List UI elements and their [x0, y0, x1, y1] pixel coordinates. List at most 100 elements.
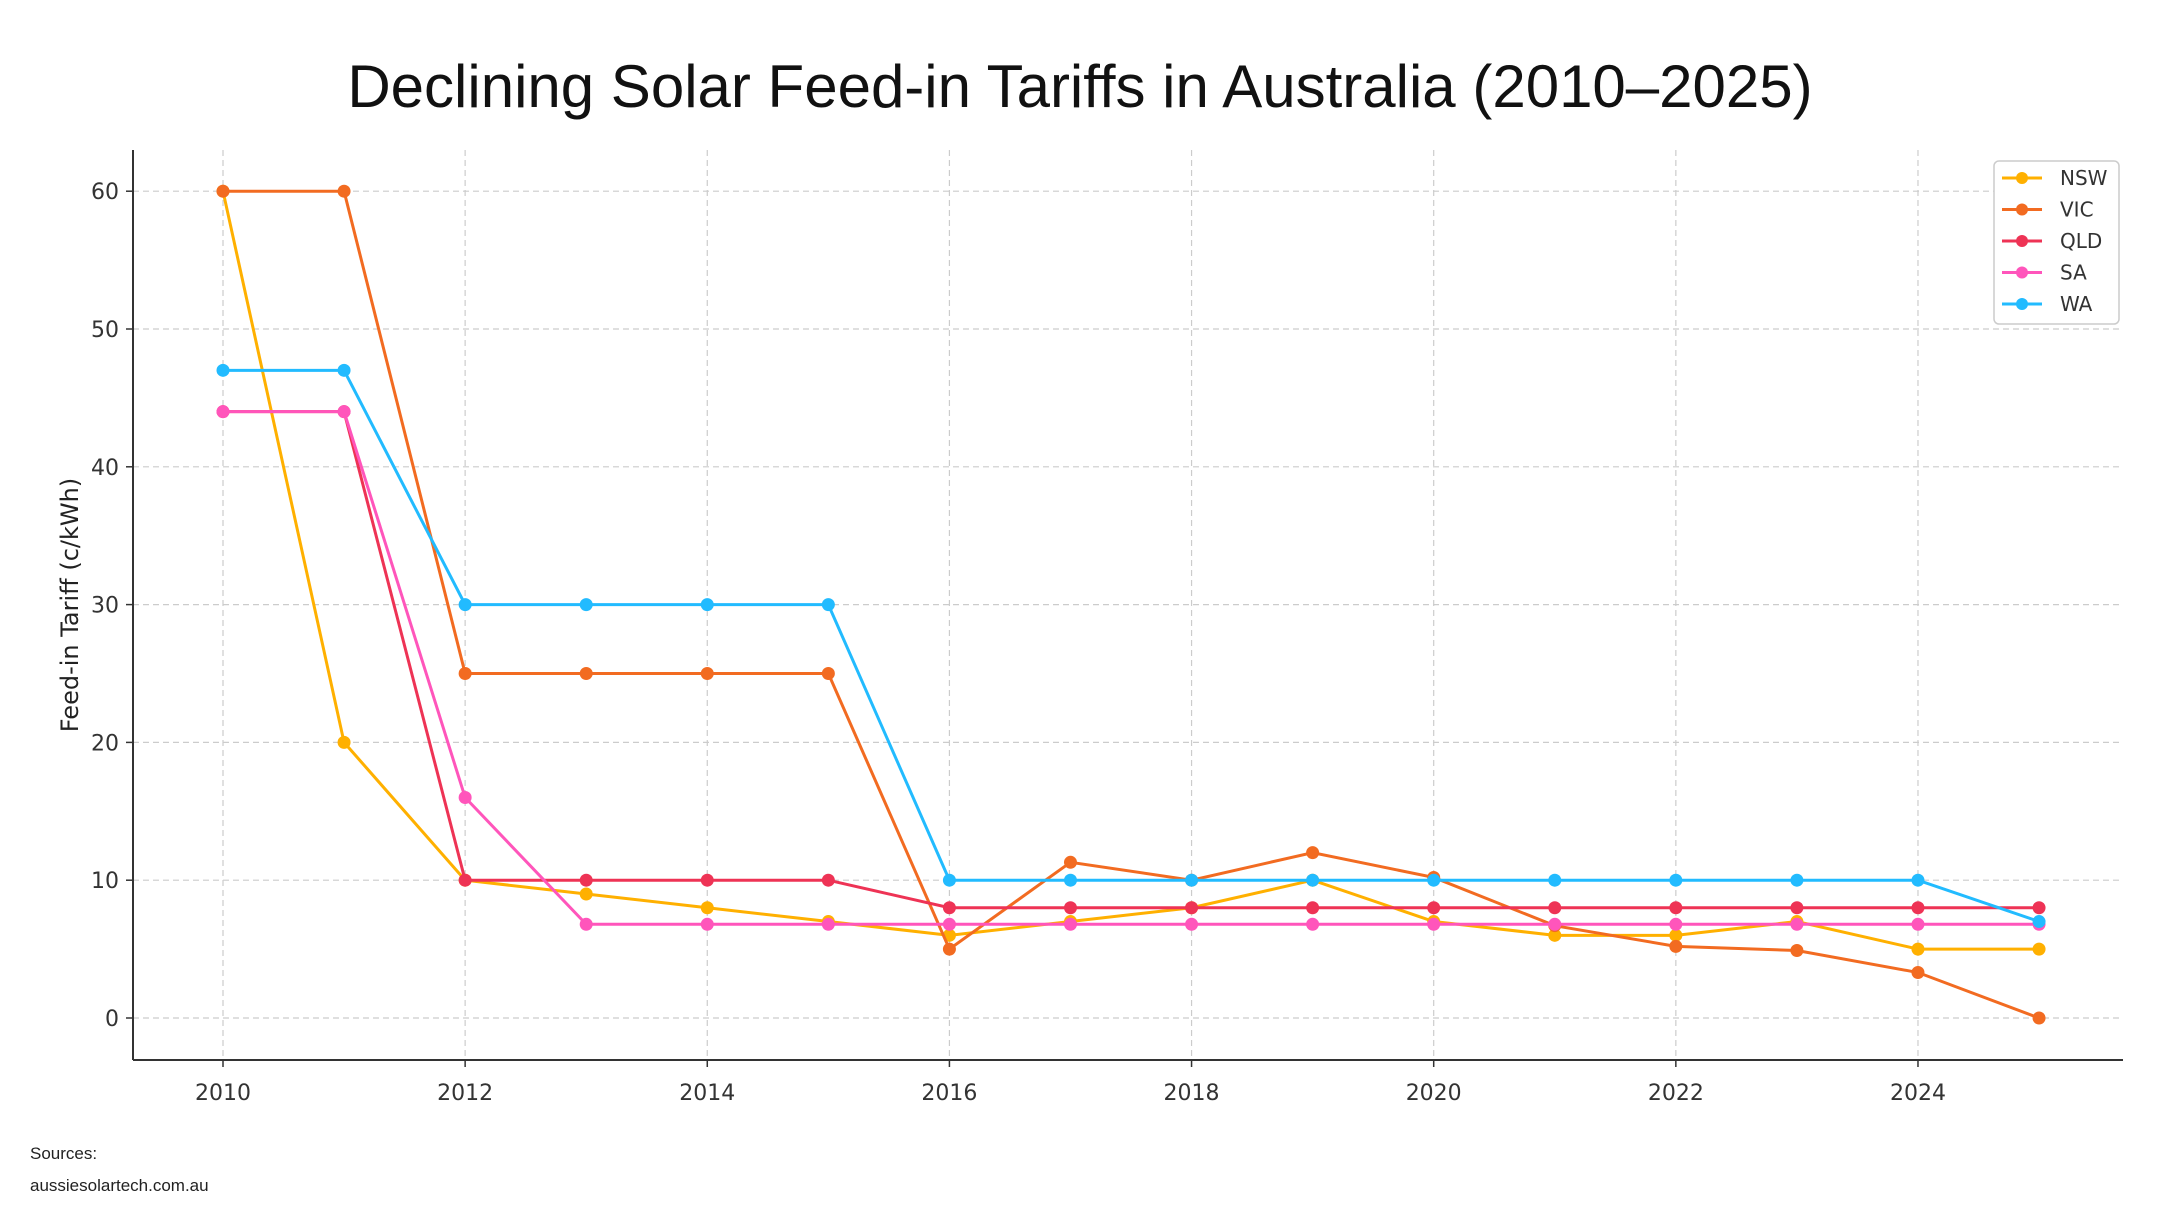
x-tick-label: 2018	[1164, 1081, 1220, 1106]
data-point-sa	[821, 917, 835, 931]
data-point-vic	[1669, 939, 1683, 953]
y-tick-label: 50	[91, 318, 119, 343]
data-point-wa	[700, 598, 714, 612]
x-tick-label: 2020	[1406, 1081, 1462, 1106]
data-point-wa	[1063, 873, 1077, 887]
data-point-vic	[216, 184, 230, 198]
data-point-sa	[1427, 917, 1441, 931]
data-point-qld	[700, 873, 714, 887]
data-point-sa	[458, 791, 472, 805]
legend-marker	[2016, 235, 2028, 247]
data-point-wa	[337, 363, 351, 377]
data-point-qld	[1790, 901, 1804, 915]
data-point-wa	[216, 363, 230, 377]
data-point-sa	[337, 405, 351, 419]
data-point-wa	[821, 598, 835, 612]
data-point-wa	[1185, 873, 1199, 887]
series-line-qld	[223, 410, 2040, 910]
data-point-vic	[1911, 966, 1925, 980]
data-point-wa	[1548, 873, 1562, 887]
data-point-nsw	[2032, 942, 2046, 956]
legend-marker	[2016, 203, 2028, 216]
data-point-vic	[579, 667, 593, 680]
legend-label: VIC	[2060, 198, 2094, 222]
legend-label: SA	[2060, 261, 2087, 285]
legend-box	[1993, 160, 2120, 325]
data-point-vic	[942, 942, 956, 956]
data-point-sa	[700, 917, 714, 931]
x-tick-label: 2016	[921, 1081, 977, 1106]
x-tick-label: 2024	[1890, 1081, 1946, 1106]
series-sa	[216, 405, 2046, 931]
data-point-vic	[1790, 943, 1804, 957]
legend-marker	[2016, 266, 2028, 279]
series-line-nsw	[221, 190, 2040, 951]
data-point-nsw	[700, 901, 714, 915]
series-line-sa	[223, 410, 2040, 926]
x-tick-label: 2010	[195, 1081, 251, 1106]
legend-marker	[2016, 172, 2028, 184]
data-point-sa	[579, 917, 593, 931]
data-point-sa	[1911, 917, 1925, 931]
data-point-qld	[942, 901, 956, 915]
data-point-vic	[700, 667, 714, 680]
data-point-nsw	[337, 735, 351, 749]
data-point-nsw	[1669, 928, 1683, 942]
chart-title: Declining Solar Feed-in Tariffs in Austr…	[347, 53, 1813, 120]
y-axis-label: Feed-in Tariff (c/kWh)	[56, 478, 84, 732]
data-point-wa	[458, 598, 472, 612]
data-point-qld	[1427, 901, 1441, 915]
legend-label: NSW	[2060, 166, 2108, 190]
data-point-vic	[1063, 855, 1077, 869]
data-point-qld	[579, 873, 593, 887]
y-tick-label: 10	[91, 869, 119, 894]
data-point-wa	[579, 598, 593, 612]
data-point-nsw	[1548, 928, 1562, 942]
data-point-vic	[458, 667, 472, 680]
y-tick-label: 0	[105, 1007, 119, 1032]
data-point-sa	[1790, 917, 1804, 931]
legend-marker	[2016, 298, 2028, 310]
data-point-qld	[1063, 901, 1077, 915]
data-point-qld	[821, 873, 835, 887]
data-point-sa	[942, 917, 956, 931]
data-point-wa	[1911, 873, 1925, 887]
legend-label: QLD	[2060, 229, 2102, 253]
sources-text: aussiesolartech.com.au	[30, 1176, 209, 1195]
series-line-wa	[223, 368, 2040, 923]
series-line-vic	[223, 189, 2040, 1020]
y-tick-label: 40	[91, 456, 119, 481]
data-point-sa	[1063, 917, 1077, 931]
data-point-qld	[1185, 901, 1199, 915]
data-point-qld	[1669, 901, 1683, 915]
sources-label: Sources:	[30, 1144, 98, 1163]
data-point-qld	[1306, 901, 1320, 915]
data-point-qld	[1548, 901, 1562, 915]
data-point-qld	[458, 873, 472, 887]
data-point-wa	[942, 873, 956, 887]
data-point-sa	[1669, 917, 1683, 931]
legend: NSW VIC QLD SA WA	[1993, 160, 2120, 325]
x-tick-label: 2022	[1648, 1081, 1704, 1106]
x-tick-label: 2014	[679, 1081, 735, 1106]
data-point-nsw	[579, 887, 593, 901]
x-tick-label: 2012	[437, 1081, 493, 1106]
data-point-qld	[1911, 901, 1925, 915]
series-wa	[216, 363, 2046, 929]
data-point-vic	[821, 667, 835, 680]
y-tick-label: 60	[91, 180, 119, 205]
data-point-wa	[1427, 873, 1441, 887]
y-tick-label: 30	[91, 594, 119, 619]
y-tick-label: 20	[91, 731, 119, 756]
data-point-vic	[337, 184, 351, 198]
data-point-sa	[1548, 917, 1562, 931]
data-point-vic	[2032, 1011, 2046, 1025]
data-point-vic	[1306, 846, 1320, 860]
data-point-qld	[2032, 901, 2046, 915]
data-point-sa	[216, 405, 230, 419]
series-qld	[216, 405, 2046, 915]
data-point-wa	[1669, 873, 1683, 887]
data-point-wa	[2032, 915, 2046, 929]
series-nsw	[216, 184, 2046, 956]
